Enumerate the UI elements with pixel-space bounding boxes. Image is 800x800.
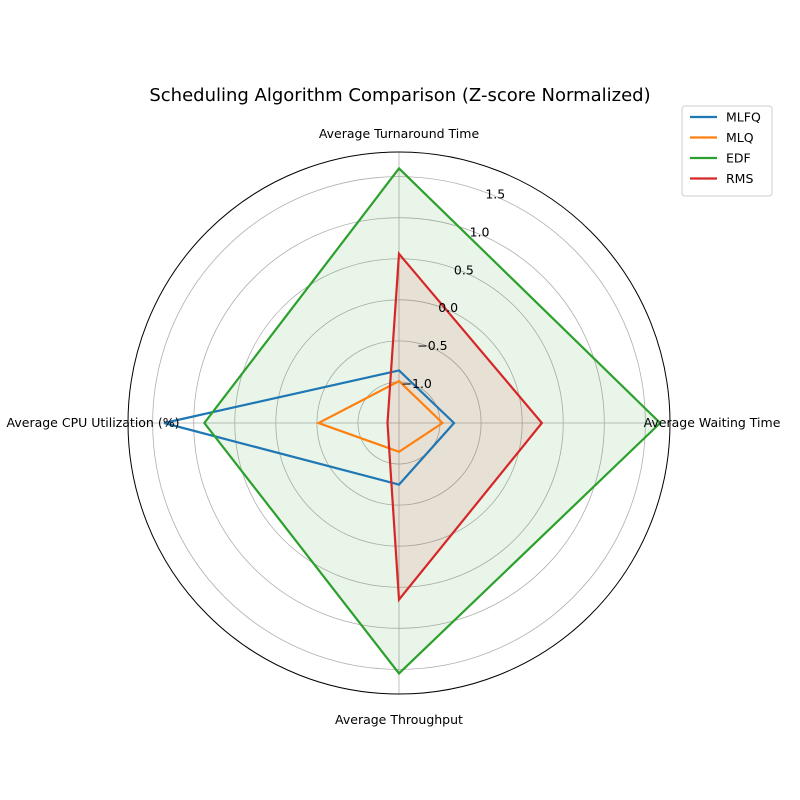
axis-label: Average Waiting Time xyxy=(644,415,781,430)
series-fill-edf xyxy=(204,168,661,674)
radial-tick-label: 1.0 xyxy=(470,224,490,239)
series-line-rms xyxy=(386,251,544,603)
series-lines xyxy=(163,166,662,676)
radial-tick-label: −0.5 xyxy=(417,338,447,353)
series-fill-rms xyxy=(387,253,542,600)
radial-tick-label: 1.5 xyxy=(485,186,505,201)
radial-tick-label: 0.5 xyxy=(454,262,474,277)
axis-label: Average Turnaround Time xyxy=(319,126,480,141)
series-line-mlfq xyxy=(163,369,456,486)
series-line-edf xyxy=(202,166,662,676)
legend-label: EDF xyxy=(726,151,751,166)
outer-frame xyxy=(127,151,671,695)
chart-title: Scheduling Algorithm Comparison (Z-score… xyxy=(149,85,650,106)
axis-label: Average CPU Utilization (%) xyxy=(7,415,180,430)
legend-label: MLQ xyxy=(726,130,754,145)
legend-label: RMS xyxy=(726,171,753,186)
radial-tick-label: −1.0 xyxy=(402,376,432,391)
series-fills xyxy=(204,168,661,674)
legend-box xyxy=(681,105,773,197)
axis-labels: Average Turnaround Time Average Waiting T… xyxy=(7,126,781,727)
radial-tick-labels: −1.0 −0.5 0.0 0.5 1.0 1.5 xyxy=(402,186,506,391)
series-line-mlq xyxy=(315,379,445,453)
legend-label: MLFQ xyxy=(726,110,761,125)
radial-tick-label: 0.0 xyxy=(438,300,458,315)
legend: MLFQ MLQ EDF RMS xyxy=(681,105,773,197)
axis-label: Average Throughput xyxy=(335,712,463,727)
